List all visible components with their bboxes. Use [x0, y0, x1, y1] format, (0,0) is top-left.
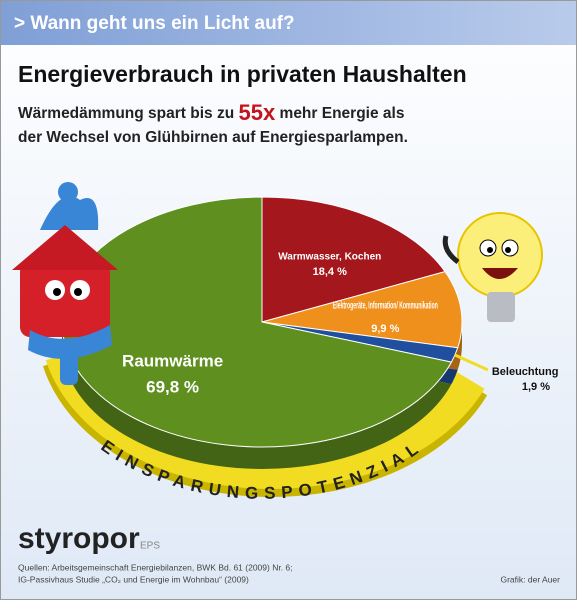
slice	[261, 196, 446, 323]
chart-title: Energieverbrauch in privaten Haushalten	[18, 61, 467, 87]
slice	[61, 196, 453, 448]
slice-label: Elektrogeräte, Information/ Kommunikatio…	[333, 301, 438, 312]
slice-label: Beleuchtung	[492, 366, 559, 378]
slice-label: Warmwasser, Kochen	[278, 252, 381, 263]
subtitle-part: Wärmedämmung spart bis zu	[18, 105, 234, 122]
header-bar	[1, 1, 576, 45]
value-label: 18,4 %	[313, 266, 347, 278]
leader-line	[454, 353, 489, 372]
value-label: 69,8 %	[146, 378, 199, 397]
credit: Grafik: der Auer	[500, 574, 560, 584]
bulb-mascot	[442, 212, 543, 322]
subtitle: Wärmedämmung spart bis zu 55x mehr Energ…	[18, 100, 404, 125]
source: IG-Passivhaus Studie „CO₂ und Energie im…	[18, 574, 249, 584]
brand-suffix: EPS	[140, 541, 160, 552]
value-label: 1,9 %	[522, 381, 550, 393]
subtitle: der Wechsel von Glühbirnen auf Energiesp…	[18, 129, 408, 146]
slice-label: Raumwärme	[122, 352, 223, 371]
value-label: 9,9 %	[371, 323, 399, 335]
house-mascot	[12, 182, 118, 385]
subtitle-highlight: 55x	[239, 100, 276, 125]
slice	[261, 271, 463, 349]
source: Quellen: Arbeitsgemeinschaft Energiebila…	[18, 562, 293, 572]
subtitle-part: mehr Energie als	[280, 105, 405, 122]
pie: Warmwasser, Kochen 18,4 % Elektrogeräte, I…	[61, 196, 559, 469]
header: > Wann geht uns ein Licht auf?	[14, 13, 295, 34]
brand: styropor	[18, 522, 140, 555]
